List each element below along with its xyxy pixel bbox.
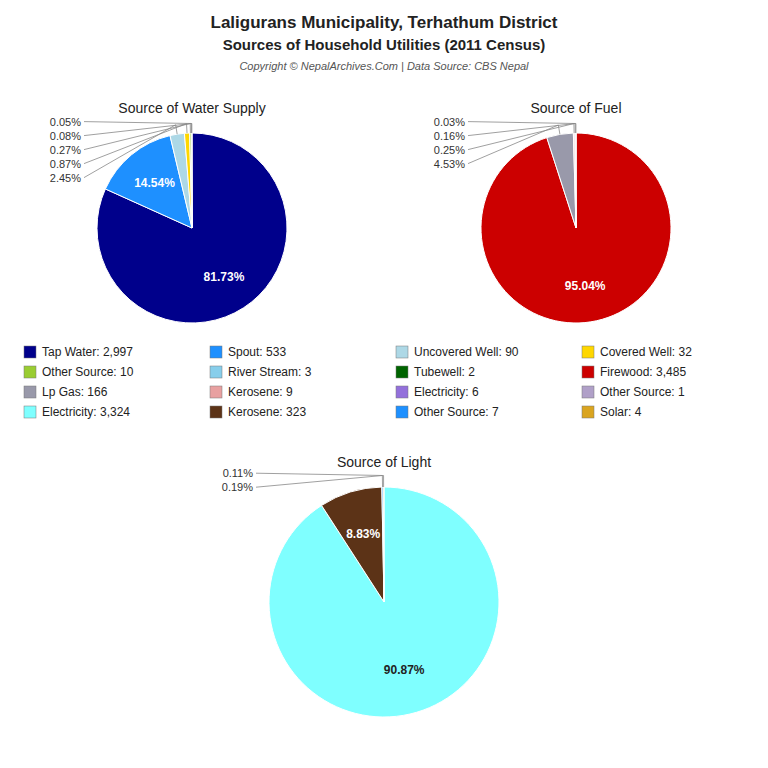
legend-label: Electricity: 6 <box>414 385 479 399</box>
legend-swatch <box>396 406 408 418</box>
data-label: 0.19% <box>222 481 253 493</box>
pie-chart: Source of Water Supply 81.73% 14.54% 0.05% 0… <box>50 100 287 323</box>
legend-swatch <box>210 346 222 358</box>
pie-slice <box>191 133 193 228</box>
legend-label: Lp Gas: 166 <box>42 385 108 399</box>
legend-swatch <box>582 406 594 418</box>
main-subtitle: Sources of Household Utilities (2011 Cen… <box>223 36 546 53</box>
pie-slice <box>575 133 576 228</box>
pie-chart: Source of Light 90.87% 8.83% 0.11% 0.19% <box>222 454 499 717</box>
pie-slice <box>481 133 671 323</box>
main-title: Laligurans Municipality, Terhathum Distr… <box>211 13 558 32</box>
chart-root: Laligurans Municipality, Terhathum Distr… <box>0 0 768 768</box>
legend-swatch <box>24 406 36 418</box>
legend-swatch <box>24 366 36 378</box>
pie-slice <box>382 487 384 602</box>
legend-label: Other Source: 7 <box>414 405 499 419</box>
data-label: 0.03% <box>434 116 465 128</box>
pie-slice <box>322 487 384 602</box>
data-label: 0.08% <box>50 130 81 142</box>
leader-line <box>256 476 383 488</box>
legend-label: Tubewell: 2 <box>414 365 475 379</box>
legend-label: Uncovered Well: 90 <box>414 345 519 359</box>
legend-label: Other Source: 1 <box>600 385 685 399</box>
pie-slice <box>383 487 385 602</box>
pie-slice <box>97 133 287 323</box>
chart-title: Source of Water Supply <box>118 100 265 116</box>
legend-swatch <box>582 386 594 398</box>
legend-label: River Stream: 3 <box>228 365 312 379</box>
pie-slice <box>547 133 576 228</box>
data-label: 0.87% <box>50 158 81 170</box>
leader-line <box>256 473 384 487</box>
leader-line <box>468 124 574 150</box>
leader-line <box>468 125 560 164</box>
data-label: 14.54% <box>134 176 175 190</box>
pie-slice <box>573 133 576 228</box>
legend-label: Covered Well: 32 <box>600 345 692 359</box>
data-label: 95.04% <box>565 279 606 293</box>
legend-label: Solar: 4 <box>600 405 642 419</box>
data-label: 0.16% <box>434 130 465 142</box>
legend: Tap Water: 2,997 Spout: 533 Uncovered Well… <box>24 345 692 419</box>
data-label: 90.87% <box>384 663 425 677</box>
pie-slice <box>575 133 576 228</box>
data-label: 0.11% <box>223 467 254 479</box>
pie-slice <box>191 133 192 228</box>
legend-swatch <box>210 366 222 378</box>
chart-title: Source of Light <box>337 454 431 470</box>
annotation: Copyright © NepalArchives.Com | Data Sou… <box>239 60 529 72</box>
leader-line <box>84 124 187 164</box>
legend-swatch <box>210 406 222 418</box>
data-label: 4.53% <box>434 158 465 170</box>
pie-slice <box>190 133 192 228</box>
pie-chart: Source of Fuel 95.04% 0.03% 0.16% 0.25% 4.53% <box>434 100 671 323</box>
legend-swatch <box>396 346 408 358</box>
legend-label: Other Source: 10 <box>42 365 134 379</box>
legend-label: Kerosene: 323 <box>228 405 306 419</box>
data-label: 8.83% <box>346 527 380 541</box>
legend-swatch <box>396 366 408 378</box>
legend-label: Firewood: 3,485 <box>600 365 686 379</box>
data-label: 0.05% <box>50 116 81 128</box>
legend-swatch <box>24 386 36 398</box>
chart-title: Source of Fuel <box>530 100 621 116</box>
data-label: 0.25% <box>434 144 465 156</box>
pie-slice <box>269 487 499 717</box>
data-label: 2.45% <box>50 172 81 184</box>
legend-label: Kerosene: 9 <box>228 385 293 399</box>
legend-label: Spout: 533 <box>228 345 286 359</box>
leader-line <box>84 124 190 150</box>
legend-swatch <box>210 386 222 398</box>
pie-slice <box>184 133 192 228</box>
legend-label: Tap Water: 2,997 <box>42 345 133 359</box>
data-label: 0.27% <box>50 144 81 156</box>
legend-swatch <box>582 346 594 358</box>
legend-swatch <box>24 346 36 358</box>
data-label: 81.73% <box>204 270 245 284</box>
leader-line <box>84 125 177 178</box>
legend-swatch <box>582 366 594 378</box>
legend-swatch <box>396 386 408 398</box>
legend-label: Electricity: 3,324 <box>42 405 130 419</box>
